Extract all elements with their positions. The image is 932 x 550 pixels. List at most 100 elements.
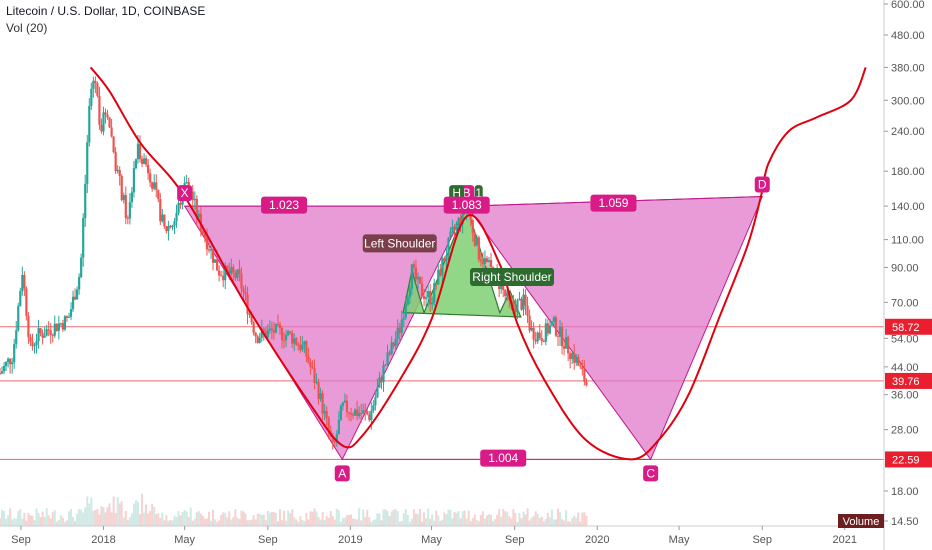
candle-body — [295, 338, 298, 345]
price-tick-label: 110.00 — [891, 235, 924, 247]
volume-bar — [303, 521, 306, 526]
candle-body — [33, 345, 36, 347]
volume-bar — [514, 513, 517, 526]
volume-bar — [518, 513, 521, 526]
candle-body — [404, 304, 407, 318]
candle-body — [0, 371, 4, 374]
volume-bar — [112, 496, 115, 526]
time-tick-label: Sep — [752, 534, 772, 546]
candle-body — [120, 176, 123, 201]
candle-body — [193, 198, 196, 201]
candle-body — [29, 337, 32, 342]
volume-bar — [65, 520, 68, 526]
volume-bar — [157, 513, 160, 526]
volume-bar — [583, 512, 586, 526]
volume-bar — [498, 508, 501, 526]
candle-body — [305, 341, 308, 357]
candle-body — [443, 258, 446, 261]
volume-bar — [102, 507, 105, 526]
candle-body — [110, 127, 113, 137]
point-label-a: A — [334, 465, 350, 482]
candle-body — [161, 214, 164, 222]
candle-body — [455, 223, 458, 230]
candle-body — [23, 275, 26, 289]
candle-body — [554, 317, 558, 336]
candle-body — [351, 414, 355, 416]
candle-body — [213, 259, 217, 263]
volume-bar — [520, 518, 523, 526]
candle-body — [420, 283, 424, 297]
volume-bar — [453, 512, 456, 526]
candle-body — [370, 410, 373, 420]
candle-body — [425, 297, 428, 299]
price-tag-bg — [885, 372, 932, 389]
volume-bar — [445, 514, 448, 526]
candle-body — [258, 337, 261, 343]
candle-body — [376, 387, 379, 398]
candle-body — [516, 300, 519, 312]
ratio-label-1-004: 1.004 — [480, 449, 527, 467]
volume-bar — [55, 521, 58, 526]
price-tick-label: 300.00 — [891, 95, 925, 107]
ratio-label-1-059-bg — [590, 194, 637, 212]
price-tag-label: 58.72 — [892, 322, 920, 334]
volume-bar — [268, 512, 271, 526]
volume-bar — [90, 497, 93, 526]
price-tick-label: 36.00 — [891, 390, 919, 402]
candle-body — [280, 327, 284, 341]
candle-body — [25, 288, 28, 317]
volume-bar — [134, 500, 137, 526]
candle-body — [108, 117, 111, 128]
candle-body — [21, 275, 24, 292]
volume-bar — [43, 516, 46, 526]
volume-bar — [108, 503, 111, 526]
volume-bar — [291, 509, 294, 526]
candle-body — [102, 112, 105, 132]
volume-bar — [281, 520, 284, 526]
point-label-a-bg — [334, 465, 350, 482]
volume-bar — [477, 521, 480, 526]
ratio-label-1-004-text: 1.004 — [488, 451, 518, 465]
candle-body — [144, 158, 148, 165]
candle-body — [382, 365, 385, 383]
volume-bar — [524, 514, 527, 526]
volume-bar — [31, 515, 34, 526]
volume-bar — [114, 512, 117, 526]
volume-bar — [240, 510, 243, 526]
price-tick-label: 44.00 — [891, 362, 919, 374]
candle-body — [112, 136, 115, 153]
volume-bar — [550, 509, 553, 526]
volume-bar — [510, 518, 513, 526]
volume-bar — [232, 517, 235, 526]
candle-body — [205, 237, 209, 250]
volume-bar — [522, 511, 525, 526]
volume-bar — [329, 511, 332, 526]
candle-body — [43, 335, 46, 338]
volume-bar — [29, 515, 32, 526]
volume-bar — [27, 512, 30, 526]
volume-bar — [315, 511, 318, 526]
candle-body — [130, 192, 133, 203]
volume-bar — [244, 513, 247, 526]
candle-body — [585, 381, 588, 386]
candle-body — [195, 198, 198, 218]
candle-body — [86, 142, 89, 184]
volume-bar — [455, 512, 458, 526]
volume-bar — [51, 512, 54, 526]
time-tick-label: 2021 — [833, 534, 857, 546]
candle-body — [173, 221, 176, 226]
candle-body — [230, 267, 233, 274]
candle-body — [278, 324, 282, 328]
horizontal-levels — [0, 326, 884, 460]
volume-bar — [153, 506, 156, 526]
candle-body — [51, 334, 54, 336]
volume-bar — [41, 511, 44, 526]
volume-bar — [473, 514, 476, 526]
candle-body — [268, 328, 271, 331]
volume-bar — [220, 515, 223, 526]
candle-body — [571, 352, 574, 360]
volume-bar — [120, 501, 123, 526]
candle-body — [356, 409, 359, 416]
candles — [0, 76, 588, 450]
